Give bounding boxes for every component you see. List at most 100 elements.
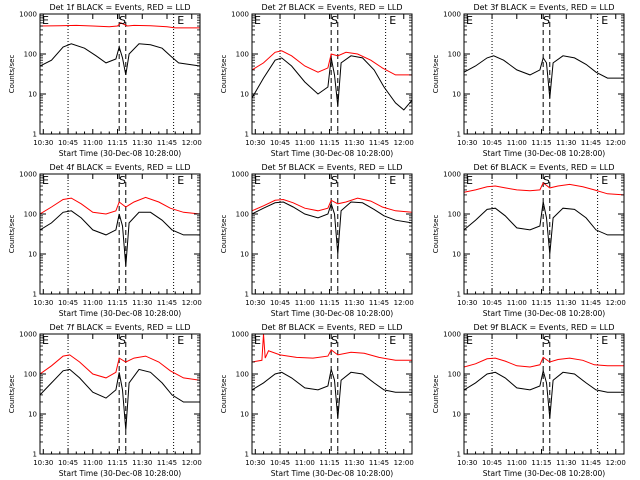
y-tick-label: 1 — [245, 131, 249, 139]
event-marker-s: S — [119, 334, 126, 347]
x-tick-label: 10:45 — [58, 299, 78, 307]
x-tick-label: 11:45 — [369, 459, 389, 467]
x-tick-label: 11:45 — [369, 139, 389, 147]
x-tick-label: 10:45 — [270, 459, 290, 467]
x-tick-label: 11:00 — [295, 459, 315, 467]
event-marker-s: S — [543, 174, 550, 187]
event-marker-s: S — [543, 334, 550, 347]
x-axis-label: Start Time (30-Dec-08 10:28:00) — [271, 469, 393, 478]
x-tick-label: 10:30 — [245, 459, 265, 467]
x-axis-label: Start Time (30-Dec-08 10:28:00) — [271, 149, 393, 158]
x-tick-label: 11:15 — [531, 139, 551, 147]
x-tick-label: 11:30 — [132, 139, 152, 147]
y-tick-label: 1 — [33, 451, 37, 459]
x-tick-label: 11:30 — [344, 459, 364, 467]
y-tick-label: 1000 — [443, 171, 461, 179]
event-marker-e: E — [42, 174, 49, 187]
x-tick-label: 11:15 — [107, 139, 127, 147]
event-marker-s: S — [331, 174, 338, 187]
events-series-line — [40, 210, 200, 267]
panel-1: Det 1f BLACK = Events, RED = LLD Counts/s… — [8, 3, 202, 158]
plot-frame — [463, 13, 625, 135]
x-tick-label: 11:30 — [556, 299, 576, 307]
x-axis-label: Start Time (30-Dec-08 10:28:00) — [59, 309, 181, 318]
x-tick-label: 11:45 — [157, 299, 177, 307]
x-tick-label: 10:30 — [457, 299, 477, 307]
event-marker-e: E — [601, 14, 608, 27]
panel-title: Det 6f BLACK = Events, RED = LLD — [473, 163, 614, 172]
event-marker-e: E — [254, 174, 261, 187]
y-tick-label: 1000 — [443, 331, 461, 339]
panel-7: Det 7f BLACK = Events, RED = LLD Counts/s… — [8, 323, 202, 478]
event-marker-s: S — [543, 14, 550, 27]
x-axis-label: Start Time (30-Dec-08 10:28:00) — [483, 469, 605, 478]
y-tick-label: 10 — [452, 411, 461, 419]
y-tick-label: 100 — [448, 371, 461, 379]
x-tick-label: 10:30 — [457, 459, 477, 467]
x-tick-label: 12:00 — [606, 299, 626, 307]
x-tick-label: 11:30 — [556, 459, 576, 467]
x-axis-label: Start Time (30-Dec-08 10:28:00) — [271, 309, 393, 318]
x-tick-label: 12:00 — [394, 459, 414, 467]
y-tick-label: 10 — [452, 251, 461, 259]
x-tick-label: 10:45 — [482, 299, 502, 307]
lld-series-line — [252, 197, 412, 213]
lld-series-line — [252, 334, 412, 363]
y-tick-label: 100 — [24, 51, 37, 59]
x-tick-label: 10:45 — [58, 459, 78, 467]
panel-title: Det 1f BLACK = Events, RED = LLD — [49, 3, 190, 12]
lld-series-line — [40, 22, 200, 29]
plot-frame — [39, 13, 201, 135]
y-tick-label: 10 — [28, 91, 37, 99]
x-tick-label: 12:00 — [182, 299, 202, 307]
x-tick-label: 10:30 — [457, 139, 477, 147]
lld-series-line — [40, 354, 200, 381]
y-tick-label: 1000 — [231, 11, 249, 19]
y-tick-label: 10 — [240, 251, 249, 259]
x-tick-label: 11:00 — [295, 139, 315, 147]
x-tick-label: 11:45 — [157, 459, 177, 467]
x-tick-label: 11:30 — [344, 139, 364, 147]
x-tick-label: 11:45 — [581, 139, 601, 147]
x-tick-label: 10:30 — [245, 299, 265, 307]
x-tick-label: 11:15 — [531, 299, 551, 307]
y-tick-label: 1000 — [231, 331, 249, 339]
y-tick-label: 100 — [24, 371, 37, 379]
panel-title: Det 2f BLACK = Events, RED = LLD — [261, 3, 402, 12]
panel-3: Det 3f BLACK = Events, RED = LLD Counts/s… — [432, 3, 626, 158]
x-tick-label: 11:45 — [369, 299, 389, 307]
event-marker-e: E — [254, 334, 261, 347]
panel-title: Det 3f BLACK = Events, RED = LLD — [473, 3, 614, 12]
x-tick-label: 12:00 — [394, 139, 414, 147]
x-tick-label: 11:00 — [507, 139, 527, 147]
x-tick-label: 11:00 — [83, 459, 103, 467]
y-tick-label: 100 — [448, 211, 461, 219]
y-axis-label: Counts/sec — [432, 55, 440, 94]
y-axis-label: Counts/sec — [220, 55, 228, 94]
event-marker-e: E — [177, 174, 184, 187]
x-tick-label: 10:45 — [58, 139, 78, 147]
x-tick-label: 11:15 — [319, 459, 339, 467]
y-tick-label: 1000 — [231, 171, 249, 179]
y-tick-label: 10 — [28, 251, 37, 259]
x-tick-label: 11:00 — [507, 299, 527, 307]
x-tick-label: 12:00 — [394, 299, 414, 307]
event-marker-e: E — [601, 334, 608, 347]
y-tick-label: 100 — [236, 371, 249, 379]
events-series-line — [464, 201, 624, 255]
x-axis-label: Start Time (30-Dec-08 10:28:00) — [483, 149, 605, 158]
y-tick-label: 1000 — [443, 11, 461, 19]
y-tick-label: 10 — [240, 411, 249, 419]
y-axis-label: Counts/sec — [432, 375, 440, 414]
x-tick-label: 11:15 — [107, 459, 127, 467]
panel-title: Det 4f BLACK = Events, RED = LLD — [49, 163, 190, 172]
plot-frame — [251, 13, 413, 135]
y-axis-label: Counts/sec — [220, 215, 228, 254]
x-tick-label: 11:00 — [83, 139, 103, 147]
panel-6: Det 6f BLACK = Events, RED = LLD Counts/s… — [432, 163, 626, 318]
lld-series-line — [464, 182, 624, 196]
y-tick-label: 1000 — [19, 171, 37, 179]
y-tick-label: 1 — [457, 451, 461, 459]
plot-frame — [251, 333, 413, 455]
events-series-line — [40, 368, 200, 430]
